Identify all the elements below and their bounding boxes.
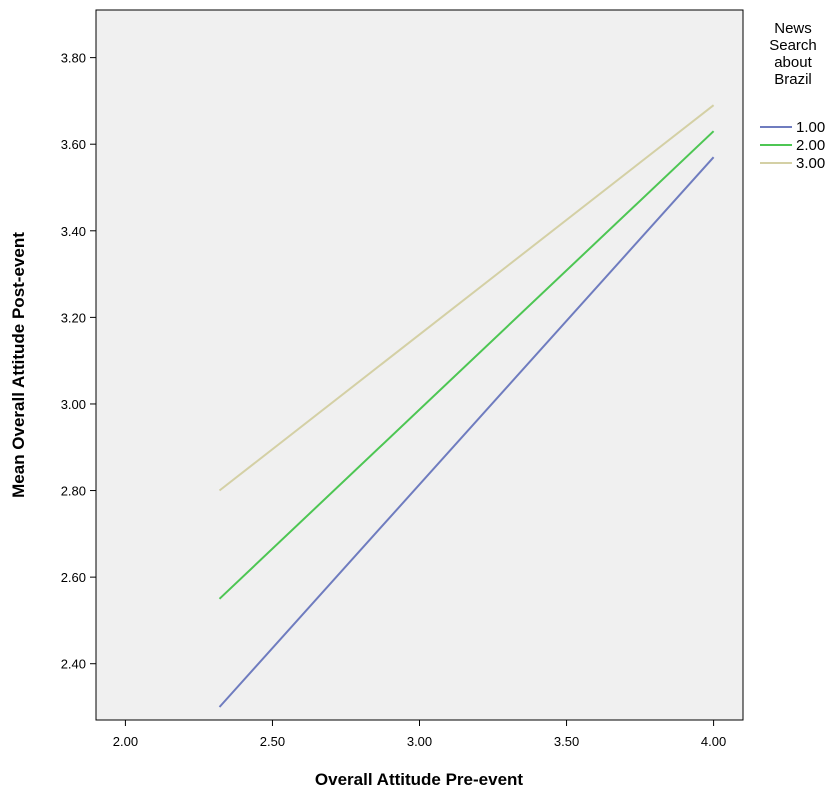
series-line-3 xyxy=(218,104,715,492)
y-tick-label: 3.00 xyxy=(61,397,86,412)
y-tick-label: 2.60 xyxy=(61,570,86,585)
series-line-2 xyxy=(218,130,715,600)
legend-label: 3.00 xyxy=(796,155,825,172)
y-axis-title: Mean Overall Attitude Post-event xyxy=(9,232,28,498)
y-tick-label: 3.60 xyxy=(61,137,86,152)
x-tick-label: 3.00 xyxy=(407,734,432,749)
x-axis: 2.00 2.50 3.00 3.50 4.00 xyxy=(113,720,726,749)
y-axis: 2.40 2.60 2.80 3.00 3.20 3.40 3.60 3.80 xyxy=(61,51,96,672)
x-tick-label: 3.50 xyxy=(554,734,579,749)
x-tick-label: 2.50 xyxy=(260,734,285,749)
series-lines xyxy=(218,104,715,708)
legend-label: 2.00 xyxy=(796,137,825,154)
series-line-1 xyxy=(218,156,715,708)
y-tick-label: 3.20 xyxy=(61,310,86,325)
legend-title-line: News xyxy=(774,20,812,37)
x-axis-title: Overall Attitude Pre-event xyxy=(315,770,523,789)
y-tick-label: 3.80 xyxy=(61,51,86,66)
y-tick-label: 2.80 xyxy=(61,484,86,499)
legend-title-line: Brazil xyxy=(774,71,812,88)
legend-title-line: Search xyxy=(769,37,817,54)
y-tick-label: 2.40 xyxy=(61,657,86,672)
legend-label: 1.00 xyxy=(796,119,825,136)
plot-area xyxy=(95,9,744,721)
x-tick-label: 2.00 xyxy=(113,734,138,749)
y-tick-label: 3.40 xyxy=(61,224,86,239)
x-tick-label: 4.00 xyxy=(701,734,726,749)
legend-title-line: about xyxy=(774,54,812,71)
